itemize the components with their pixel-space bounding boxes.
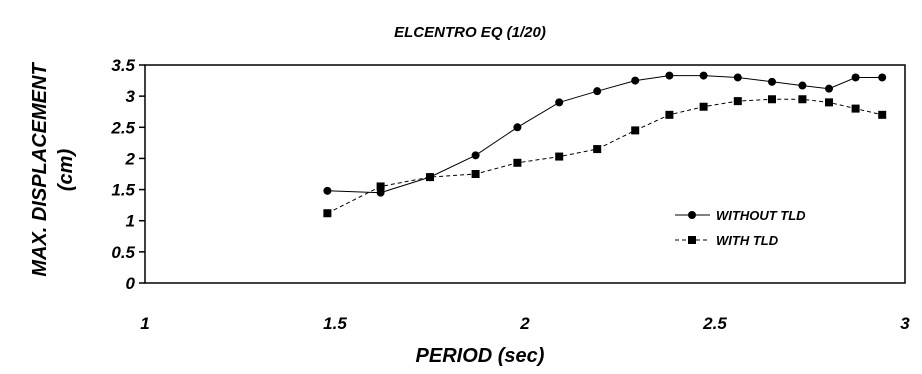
data-point-with-tld — [631, 126, 640, 135]
legend-label-without-tld: WITHOUT TLD — [716, 208, 806, 223]
data-point-without-tld — [699, 71, 708, 80]
y-tick-labels: 0 0.5 1 1.5 2 2.5 3 3.5 — [110, 56, 145, 293]
series-line-with-tld — [327, 98, 883, 214]
data-point-with-tld — [699, 102, 708, 111]
data-point-without-tld — [323, 186, 332, 195]
data-point-without-tld — [825, 84, 833, 93]
y-axis-label-line2: (cm) — [55, 149, 77, 192]
data-point-with-tld — [825, 98, 833, 107]
data-point-with-tld — [851, 104, 860, 113]
legend-marker-with-tld — [688, 236, 696, 244]
y-tick-label: 3 — [126, 87, 136, 106]
chart-title: ELCENTRO EQ (1/20) — [394, 24, 546, 41]
data-point-without-tld — [376, 188, 385, 197]
legend-label-with-tld: WITH TLD — [716, 233, 779, 248]
data-point-with-tld — [323, 209, 332, 218]
data-point-with-tld — [426, 173, 434, 182]
data-point-with-tld — [471, 170, 480, 178]
data-point-without-tld — [733, 73, 742, 82]
data-point-without-tld — [631, 76, 640, 85]
legend-marker-without-tld — [688, 211, 696, 219]
data-point-with-tld — [733, 97, 742, 106]
data-point-without-tld — [665, 71, 674, 80]
y-tick-label: 0 — [126, 274, 136, 293]
y-tick-label: 1.5 — [111, 181, 135, 200]
data-point-with-tld — [798, 95, 807, 104]
x-tick-label: 1.5 — [323, 314, 347, 333]
x-tick-label: 2 — [519, 314, 530, 333]
data-point-without-tld — [798, 81, 807, 90]
x-tick-label: 3 — [900, 314, 910, 333]
data-point-with-tld — [768, 95, 776, 104]
x-tick-label: 1 — [140, 314, 149, 333]
series-layer — [323, 71, 887, 218]
plot-area-border — [144, 64, 906, 284]
y-tick-label: 1 — [126, 212, 135, 231]
y-tick-label: 2 — [125, 149, 136, 168]
data-point-without-tld — [593, 87, 602, 96]
data-point-with-tld — [555, 152, 564, 161]
legend: WITHOUT TLD WITH TLD — [675, 208, 806, 248]
series-line-without-tld — [327, 75, 883, 194]
data-point-with-tld — [376, 182, 385, 191]
y-tick-label: 2.5 — [110, 118, 135, 137]
y-tick-label: 3.5 — [111, 56, 135, 75]
data-point-with-tld — [513, 158, 522, 167]
data-point-with-tld — [878, 110, 887, 119]
data-point-without-tld — [878, 73, 887, 82]
y-axis-label-line1: MAX. DISPLACEMENT — [29, 62, 51, 277]
y-axis-label: MAX. DISPLACEMENT (cm) — [29, 62, 77, 277]
data-point-without-tld — [471, 151, 480, 160]
x-tick-label: 2.5 — [702, 314, 727, 333]
data-point-without-tld — [555, 98, 564, 107]
data-point-without-tld — [513, 123, 522, 132]
data-point-with-tld — [665, 110, 674, 119]
x-tick-labels: 1 1.5 2 2.5 3 — [140, 314, 910, 333]
data-point-with-tld — [593, 145, 602, 154]
x-axis-label: PERIOD (sec) — [416, 345, 545, 367]
data-point-without-tld — [851, 73, 860, 82]
y-tick-label: 0.5 — [111, 243, 135, 262]
data-point-without-tld — [768, 77, 776, 86]
